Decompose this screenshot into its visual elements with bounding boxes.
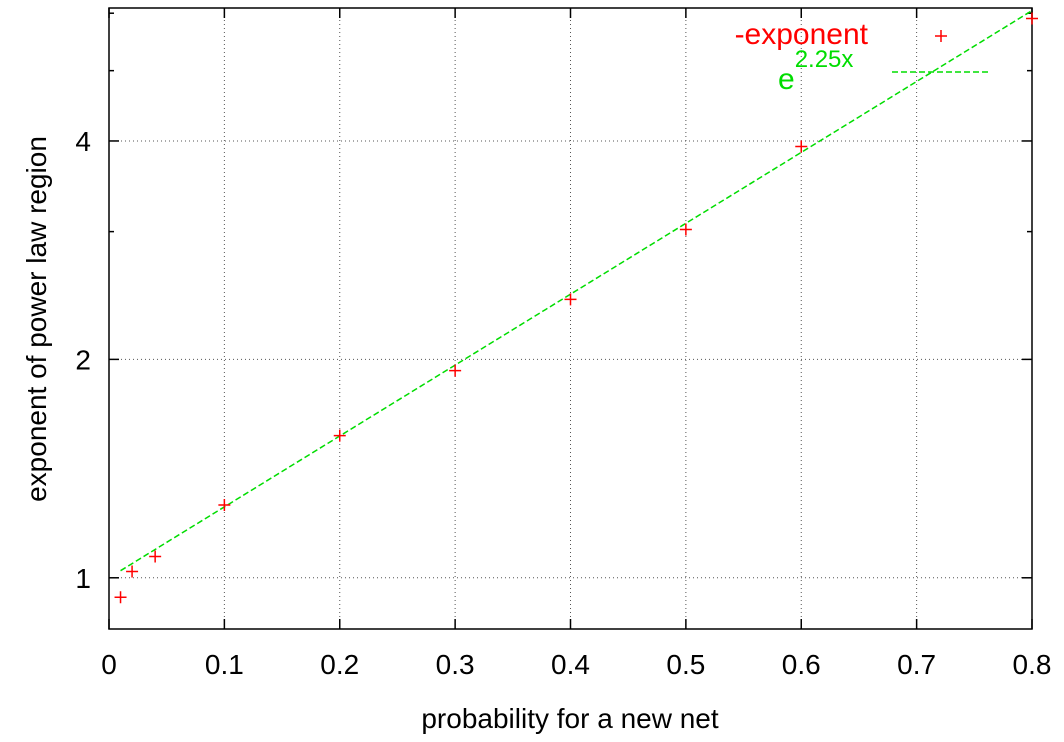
data-points xyxy=(114,12,1038,604)
data-point xyxy=(218,498,231,511)
x-tick-label: 0.7 xyxy=(897,649,936,680)
x-tick-label: 0.2 xyxy=(320,649,359,680)
data-point xyxy=(149,550,162,563)
y-tick-label: 1 xyxy=(75,563,91,594)
data-point xyxy=(126,565,139,578)
legend: -exponent e2.25x xyxy=(735,18,990,96)
data-point xyxy=(1026,12,1038,25)
axes xyxy=(108,7,1033,630)
plot-frame xyxy=(108,7,1033,630)
grid-lines xyxy=(109,8,1032,629)
x-tick-label: 0 xyxy=(101,649,117,680)
legend-fit-exponent: 2.25x xyxy=(795,46,854,73)
ticks: 0 0.1 0.2 0.3 0.4 0.5 0.6 0.7 0.8 1 2 4 xyxy=(75,8,1051,680)
legend-sample-exponent xyxy=(935,30,947,42)
y-tick-label: 2 xyxy=(75,344,91,375)
x-tick-label: 0.5 xyxy=(666,649,705,680)
fit-line xyxy=(120,9,1033,572)
data-point xyxy=(795,140,808,153)
legend-fit-base: e xyxy=(778,63,795,96)
legend-label-fit: e2.25x xyxy=(778,46,853,96)
legend-label-exponent: -exponent xyxy=(735,18,869,51)
data-point xyxy=(564,293,577,306)
x-tick-label: 0.6 xyxy=(782,649,821,680)
x-tick-label: 0.8 xyxy=(1013,649,1052,680)
x-tick-label: 0.1 xyxy=(205,649,244,680)
x-tick-label: 0.4 xyxy=(551,649,590,680)
x-tick-label: 0.3 xyxy=(436,649,475,680)
data-point xyxy=(679,223,692,236)
y-axis-label: exponent of power law region xyxy=(21,136,52,502)
fit-line-path xyxy=(120,9,1033,572)
x-axis-label: probability for a new net xyxy=(421,703,719,734)
data-point xyxy=(114,591,127,604)
y-tick-label: 4 xyxy=(75,126,91,157)
data-point xyxy=(333,429,346,442)
data-point xyxy=(449,364,462,377)
